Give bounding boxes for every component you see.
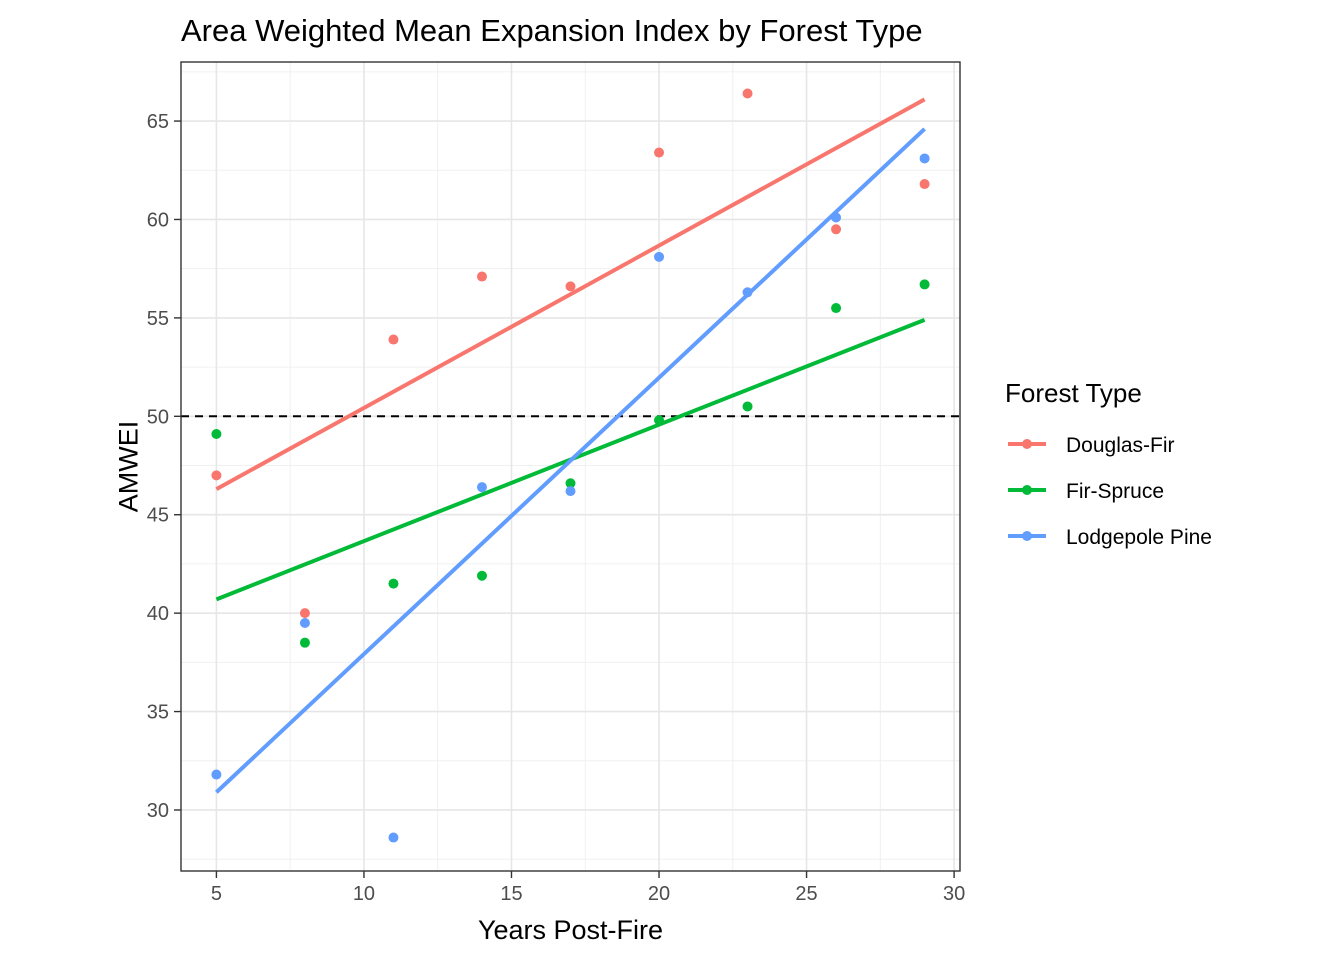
point-fir-spruce — [919, 279, 930, 290]
point-douglas-fir — [654, 147, 665, 158]
point-fir-spruce — [565, 478, 576, 489]
x-tick-label: 20 — [648, 883, 670, 905]
y-axis-ticks: 30 35 40 45 50 55 60 65 — [147, 111, 181, 822]
y-tick-label: 30 — [147, 800, 169, 822]
trend-lines — [215, 97, 926, 794]
y-tick-label: 55 — [147, 308, 169, 330]
legend-item-fir-spruce: Fir-Spruce — [1008, 480, 1164, 503]
x-tick-label: 25 — [795, 883, 817, 905]
legend-title: Forest Type — [1005, 378, 1142, 408]
x-tick-label: 5 — [211, 883, 222, 905]
point-fir-spruce — [654, 415, 665, 426]
data-points — [211, 88, 930, 843]
point-fir-spruce — [476, 570, 487, 581]
point-douglas-fir — [919, 179, 930, 190]
trend-line-douglas-fir — [215, 97, 926, 491]
point-douglas-fir — [388, 334, 399, 345]
plot-panel-border — [180, 61, 961, 872]
point-lodgepole-pine — [299, 617, 310, 628]
point-douglas-fir — [742, 88, 753, 99]
legend-label-fir-spruce: Fir-Spruce — [1066, 480, 1164, 503]
point-douglas-fir — [831, 224, 842, 235]
point-fir-spruce — [831, 303, 842, 314]
point-lodgepole-pine — [742, 287, 753, 298]
minor-gridlines — [181, 62, 960, 871]
point-lodgepole-pine — [388, 832, 399, 843]
x-tick-label: 15 — [500, 883, 522, 905]
y-axis-title: AMWEI — [113, 421, 143, 513]
point-fir-spruce — [388, 578, 399, 589]
legend-key-point — [1022, 531, 1032, 541]
point-lodgepole-pine — [565, 486, 576, 497]
point-douglas-fir — [565, 281, 576, 292]
point-lodgepole-pine — [919, 153, 930, 164]
x-tick-label: 10 — [353, 883, 375, 905]
point-fir-spruce — [742, 401, 753, 412]
point-lodgepole-pine — [476, 482, 487, 493]
point-lodgepole-pine — [211, 769, 222, 780]
point-lodgepole-pine — [831, 212, 842, 223]
legend-items: Douglas-Fir Fir-Spruce Lodgepole Pine — [1008, 434, 1212, 549]
plot-panel — [181, 62, 960, 871]
legend-label-lodgepole-pine: Lodgepole Pine — [1066, 526, 1212, 549]
y-tick-label: 65 — [147, 111, 169, 133]
x-axis-title: Years Post-Fire — [478, 915, 663, 945]
point-douglas-fir — [476, 271, 487, 282]
legend-key-point — [1022, 485, 1032, 495]
point-lodgepole-pine — [654, 251, 665, 262]
point-douglas-fir — [211, 470, 222, 481]
point-fir-spruce — [299, 637, 310, 648]
x-tick-label: 30 — [943, 883, 965, 905]
legend-key-point — [1022, 439, 1032, 449]
y-tick-label: 40 — [147, 603, 169, 625]
legend: Forest Type Douglas-Fir Fir-Spruce Lodgepo… — [1005, 378, 1212, 549]
legend-item-douglas-fir: Douglas-Fir — [1008, 434, 1175, 457]
point-douglas-fir — [299, 608, 310, 619]
y-tick-label: 35 — [147, 702, 169, 724]
legend-item-lodgepole-pine: Lodgepole Pine — [1008, 526, 1212, 549]
x-axis-ticks: 5 10 15 20 25 30 — [211, 871, 965, 905]
major-gridlines — [181, 62, 960, 871]
y-tick-label: 50 — [147, 406, 169, 428]
trend-line-lodgepole-pine — [215, 127, 926, 794]
y-tick-label: 45 — [147, 505, 169, 527]
y-tick-label: 60 — [147, 209, 169, 231]
chart-title: Area Weighted Mean Expansion Index by Fo… — [181, 13, 923, 48]
legend-label-douglas-fir: Douglas-Fir — [1066, 434, 1175, 457]
point-fir-spruce — [211, 429, 222, 440]
